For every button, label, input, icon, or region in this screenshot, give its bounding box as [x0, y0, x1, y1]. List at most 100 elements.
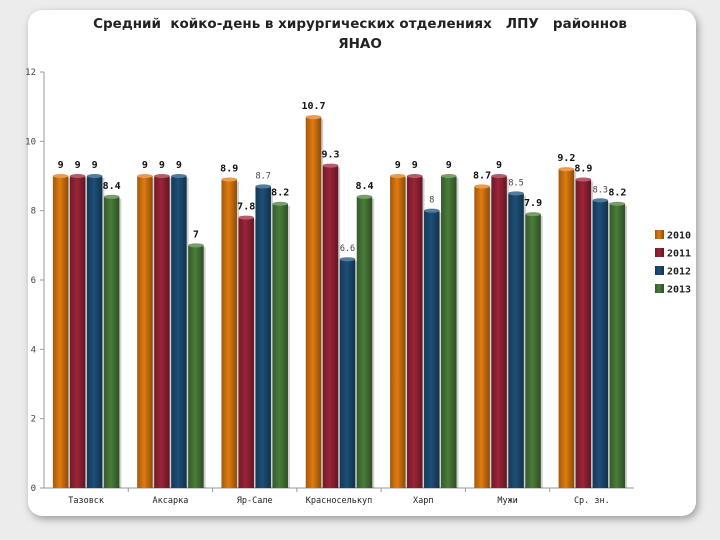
data-label: 9 — [92, 160, 98, 171]
data-label: 8.4 — [103, 181, 121, 192]
legend-swatch-2010 — [655, 230, 664, 239]
bar-cap — [188, 243, 204, 248]
bar-cap — [154, 174, 170, 178]
bar-cap — [508, 191, 524, 196]
bar-cap — [221, 177, 237, 182]
y-tick-label: 10 — [25, 137, 36, 147]
bar-2011 — [322, 165, 339, 488]
bar-2011 — [575, 179, 592, 488]
bar-2013 — [525, 214, 541, 488]
bar-2013 — [356, 196, 373, 489]
bar-2012 — [86, 176, 103, 488]
bar-2012 — [255, 186, 271, 488]
bar-2010 — [305, 117, 322, 489]
data-label: 8.7 — [256, 171, 271, 181]
bar-cap — [137, 174, 153, 178]
data-label: 9 — [412, 160, 418, 171]
bar-cap — [255, 184, 271, 189]
bar-cap — [441, 174, 457, 178]
data-label: 8.5 — [508, 178, 523, 188]
bar-2012 — [424, 210, 440, 488]
bar-2012 — [592, 200, 609, 488]
data-label: 7.8 — [237, 202, 255, 213]
category-label: Аксарка — [153, 496, 189, 506]
data-label: 9 — [496, 160, 502, 171]
bar-2011 — [238, 217, 254, 488]
bar-cap — [558, 167, 575, 172]
category-label: Красноселькуп — [306, 496, 373, 506]
y-tick-label: 0 — [31, 484, 36, 494]
data-label: 9 — [142, 160, 148, 171]
bar-2011 — [69, 176, 86, 488]
y-tick-label: 4 — [31, 345, 36, 355]
legend-label: 2013 — [667, 285, 691, 296]
legend-label: 2012 — [667, 267, 691, 278]
category-label: Харп — [413, 496, 433, 506]
category-label: Тазовск — [68, 496, 104, 506]
bar-2010 — [221, 179, 237, 488]
data-label: 8.2 — [271, 188, 289, 199]
bar-cap — [238, 215, 254, 220]
bar-cap — [592, 198, 609, 203]
bar-2013 — [188, 245, 204, 488]
category-label: Ср. зн. — [574, 496, 610, 506]
data-label: 9.3 — [321, 150, 339, 161]
bar-cap — [609, 201, 626, 206]
bar-cap — [424, 208, 440, 213]
data-label: 7 — [193, 229, 199, 240]
bar-cap — [171, 174, 187, 178]
data-label: 8.3 — [593, 185, 608, 195]
legend-swatch-2011 — [655, 248, 664, 257]
bar-2012 — [339, 259, 356, 488]
data-label: 8.2 — [608, 188, 626, 199]
bar-cap — [525, 212, 541, 217]
bar-2010 — [558, 169, 575, 489]
bar-cap — [575, 177, 592, 182]
bar-2011 — [154, 176, 170, 488]
bar-cap — [322, 163, 339, 168]
data-label: 9 — [395, 160, 401, 171]
bar-cap — [69, 174, 86, 178]
bar-cap — [356, 194, 373, 199]
bar-cap — [491, 174, 507, 178]
bar-2012 — [171, 176, 187, 488]
data-label: 9 — [75, 160, 81, 171]
bar-cap — [305, 115, 322, 120]
bar-2013 — [272, 203, 288, 488]
legend-swatch-2012 — [655, 266, 664, 275]
bar-cap — [339, 257, 356, 262]
bar-2013 — [103, 196, 120, 489]
bar-2013 — [441, 176, 457, 488]
bar-2010 — [137, 176, 153, 488]
legend-label: 2011 — [667, 249, 691, 260]
data-label: 9 — [176, 160, 182, 171]
data-label: 8.4 — [355, 181, 373, 192]
data-label: 8 — [429, 196, 434, 206]
data-label: 7.9 — [524, 198, 542, 209]
legend-label: 2010 — [667, 231, 691, 242]
bar-cap — [407, 174, 423, 178]
data-label: 9 — [159, 160, 165, 171]
bar-cap — [272, 201, 288, 206]
data-label: 8.9 — [220, 163, 238, 174]
bar-2010 — [474, 186, 490, 488]
bar-2013 — [609, 203, 626, 488]
data-label: 8.9 — [574, 163, 592, 174]
y-tick-label: 8 — [31, 207, 36, 217]
data-label: 6.6 — [340, 244, 355, 254]
bar-2012 — [508, 193, 524, 489]
data-label: 10.7 — [301, 101, 325, 112]
bar-cap — [86, 174, 103, 178]
bar-2010 — [390, 176, 406, 488]
chart-title: Средний койко-день в хирургических отдел… — [93, 16, 627, 52]
bar-2010 — [52, 176, 69, 488]
bar-cap — [390, 174, 406, 178]
category-label: Мужи — [497, 496, 517, 506]
bar-2011 — [491, 176, 507, 488]
data-label: 9 — [446, 160, 452, 171]
data-label: 9 — [58, 160, 64, 171]
data-label: 8.7 — [473, 170, 491, 181]
bar-cap — [52, 174, 69, 178]
data-label: 9.2 — [557, 153, 575, 164]
